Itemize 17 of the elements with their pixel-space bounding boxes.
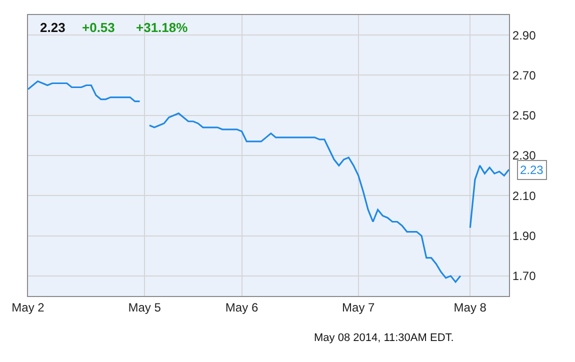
x-tick-label: May 5 [128,300,162,314]
y-tick-label: 2.30 [512,148,536,163]
annotation: +31.18% [136,20,188,35]
annotation: 2.23 [40,20,66,35]
x-tick-label: May 2 [12,300,45,314]
annotation: +0.53 [82,20,115,35]
text: 2.23 [520,163,544,177]
y-tick-label: 2.10 [512,188,536,203]
text: May 08 2014, 11:30AM EDT. [314,332,454,344]
y-tick-label: 2.90 [512,28,536,42]
x-tick-label: May 8 [454,300,487,314]
y-tick-label: 2.50 [512,108,536,123]
y-tick-label: 2.70 [512,68,536,82]
y-tick-label: 1.70 [512,269,536,284]
y-tick-label: 1.90 [512,228,536,243]
x-tick-label: May 7 [342,300,376,314]
x-tick-label: May 6 [225,300,258,314]
